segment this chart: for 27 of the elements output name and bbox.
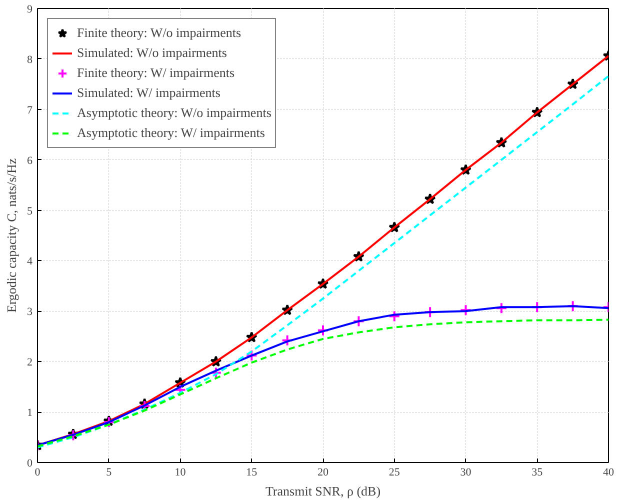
y-tick-label: 4 [27,256,33,268]
y-axis-title: Ergodic capacity C, nats/s/Hz [4,158,19,313]
x-axis-title: Transmit SNR, ρ (dB) [265,484,381,498]
y-tick-label: 3 [27,306,33,318]
y-tick-label: 6 [27,154,33,167]
legend-label: Finite theory: W/ impairments [77,65,235,81]
x-tick-label: 5 [106,466,112,478]
legend-label: Simulated: W/ impairments [77,85,220,101]
legend-label: Asymptotic theory: W/ impairments [77,125,265,141]
x-tick-label: 10 [174,466,186,478]
y-tick-label: 0 [27,458,33,470]
x-tick-label: 15 [246,466,258,478]
x-tick-label: 35 [532,466,544,478]
y-tick-label: 5 [27,205,33,218]
y-tick-label: 9 [27,4,33,16]
legend-label: Simulated: W/o impairments [77,45,227,61]
y-tick-label: 7 [27,104,33,116]
x-tick-label: 40 [603,466,614,478]
x-tick-label: 30 [460,466,472,478]
legend-label: Finite theory: W/o impairments [77,25,242,41]
y-tick-label: 1 [27,407,32,420]
y-tick-label: 2 [27,356,32,369]
x-tick-label: 25 [388,466,400,478]
x-tick-label: 20 [318,466,329,478]
x-tick-label: 0 [34,466,41,478]
y-tick-label: 8 [27,54,33,66]
legend-label: Asymptotic theory: W/o impairments [77,105,272,121]
